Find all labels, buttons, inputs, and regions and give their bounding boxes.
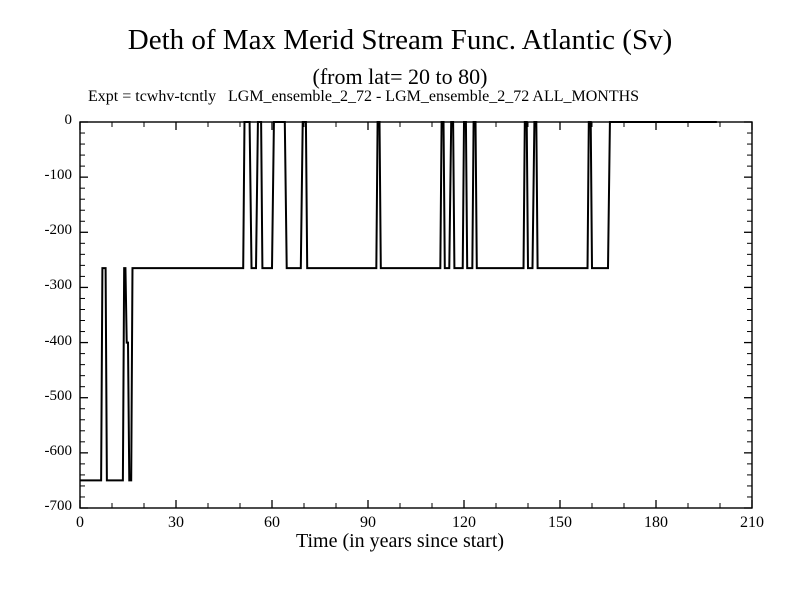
y-tick-label: -700 — [44, 498, 73, 514]
y-tick-label: -100 — [44, 167, 73, 184]
x-tick-label: 60 — [264, 514, 280, 531]
y-tick-label: -300 — [44, 277, 73, 294]
y-tick-label: -500 — [44, 387, 73, 404]
y-tick-label: -400 — [44, 332, 73, 349]
chart-annotation-left: Expt = tcwhv-tcntly — [88, 88, 217, 105]
y-tick-label: -600 — [44, 442, 73, 459]
x-tick-label: 120 — [452, 514, 476, 531]
y-tick-label: 0 — [64, 112, 73, 128]
series-line-0 — [80, 121, 717, 482]
plot-frame — [79, 121, 753, 509]
x-tick-label: 0 — [76, 514, 84, 531]
series-group — [80, 121, 717, 482]
x-tick-label: 210 — [740, 514, 764, 531]
chart-subtitle: (from lat= 20 to 80) — [312, 64, 488, 89]
x-tick-label: 90 — [360, 514, 376, 531]
chart-title: Deth of Max Merid Stream Func. Atlantic … — [127, 24, 673, 56]
axes-group — [79, 121, 753, 509]
x-tick-label: 30 — [168, 514, 184, 531]
chart-annotation-right: LGM_ensemble_2_72 - LGM_ensemble_2_72 AL… — [228, 88, 640, 105]
x-tick-label: 150 — [548, 514, 572, 531]
x-tick-label: 180 — [644, 514, 668, 531]
x-axis-title: Time (in years since start) — [295, 530, 505, 552]
y-tick-label: -200 — [44, 222, 73, 239]
